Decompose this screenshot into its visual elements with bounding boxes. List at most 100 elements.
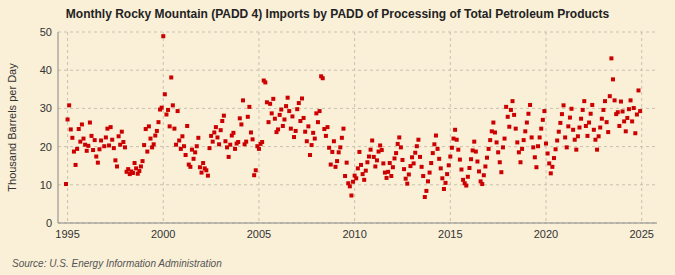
point xyxy=(273,117,277,121)
point xyxy=(554,147,558,151)
point xyxy=(145,150,149,154)
point xyxy=(341,127,345,131)
point xyxy=(416,138,420,142)
point xyxy=(528,103,532,107)
point xyxy=(337,150,341,154)
point xyxy=(466,175,470,179)
point xyxy=(208,146,212,150)
point xyxy=(536,144,540,148)
point xyxy=(177,138,181,142)
source: Source: U.S. Energy Information Administ… xyxy=(12,258,222,269)
point xyxy=(330,150,334,154)
point xyxy=(581,108,585,112)
point xyxy=(560,112,564,116)
point xyxy=(254,168,258,172)
point xyxy=(418,155,422,159)
point xyxy=(338,145,342,149)
point xyxy=(440,176,444,180)
point xyxy=(533,155,537,159)
point xyxy=(305,139,309,143)
point xyxy=(257,147,261,151)
point xyxy=(155,129,159,133)
point xyxy=(627,107,631,111)
point xyxy=(324,134,328,138)
point xyxy=(552,156,556,160)
point xyxy=(214,125,218,129)
point xyxy=(276,127,280,131)
point xyxy=(289,127,293,131)
point xyxy=(86,144,90,148)
point xyxy=(613,98,617,102)
point xyxy=(603,99,607,103)
point xyxy=(369,148,373,152)
point xyxy=(251,137,255,141)
point xyxy=(279,108,283,112)
point xyxy=(236,140,240,144)
point xyxy=(434,134,438,138)
point xyxy=(102,144,106,148)
point xyxy=(496,150,500,154)
point xyxy=(515,140,519,144)
point xyxy=(632,106,636,110)
point xyxy=(77,127,81,131)
point xyxy=(260,140,264,144)
x-tick-label: 2025 xyxy=(629,228,653,240)
point xyxy=(512,113,516,117)
point xyxy=(573,138,577,142)
point xyxy=(436,147,440,151)
point xyxy=(386,170,390,174)
point xyxy=(593,138,597,142)
point xyxy=(110,138,114,142)
point xyxy=(184,153,188,157)
point xyxy=(166,108,170,112)
point xyxy=(399,145,403,149)
point xyxy=(493,130,497,134)
points xyxy=(64,34,642,199)
x-tick-label: 1995 xyxy=(55,228,79,240)
point xyxy=(487,147,491,151)
point xyxy=(117,134,121,138)
point xyxy=(109,125,113,129)
point xyxy=(549,171,553,175)
point xyxy=(555,138,559,142)
point xyxy=(445,172,449,176)
point xyxy=(211,140,215,144)
point xyxy=(267,120,271,124)
point xyxy=(286,96,290,100)
point xyxy=(375,158,379,162)
point xyxy=(107,143,111,147)
point xyxy=(343,174,347,178)
point xyxy=(268,102,272,106)
x-grid-line xyxy=(546,32,547,223)
point xyxy=(228,143,232,147)
point xyxy=(64,182,68,186)
point xyxy=(220,119,224,123)
point xyxy=(99,138,103,142)
y-axis-label: Thousand Barrels per Day xyxy=(6,63,18,192)
point xyxy=(163,92,167,96)
point xyxy=(455,138,459,142)
point xyxy=(472,140,476,144)
point xyxy=(361,172,365,176)
point xyxy=(582,99,586,103)
point xyxy=(504,105,508,109)
point xyxy=(629,98,633,102)
point xyxy=(635,113,639,117)
point xyxy=(474,150,478,154)
y-tick-label: 50 xyxy=(40,26,52,38)
point xyxy=(153,134,157,138)
x-tick-label: 2000 xyxy=(151,228,175,240)
point xyxy=(448,155,452,159)
point xyxy=(617,124,621,128)
point xyxy=(507,125,511,129)
point xyxy=(271,97,275,101)
point xyxy=(112,146,116,150)
x-grid-line xyxy=(67,32,68,223)
x-tick-label: 2015 xyxy=(438,228,462,240)
point xyxy=(498,160,502,164)
point xyxy=(310,143,314,147)
y-grid-line xyxy=(58,32,657,33)
point xyxy=(546,151,550,155)
point xyxy=(514,127,518,131)
point xyxy=(522,138,526,142)
